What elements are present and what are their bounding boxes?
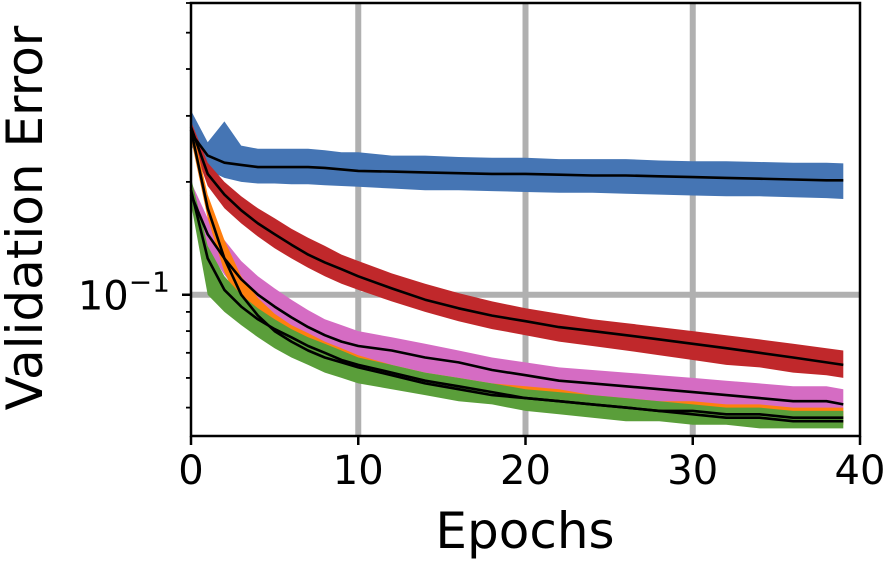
series-layer <box>189 110 844 429</box>
ticks: 0 10 20 30 40 10−1 <box>78 2 886 494</box>
series-mean-line-2 <box>189 194 844 406</box>
series-mean-line-1 <box>189 126 844 367</box>
series-band-2 <box>191 181 844 418</box>
y-axis-title: Validation Error <box>0 25 54 410</box>
series-mean-line-0 <box>189 132 844 182</box>
x-axis-title: Epochs <box>435 502 614 560</box>
x-tick-label-2: 20 <box>500 448 551 494</box>
x-tick-label-3: 30 <box>667 448 718 494</box>
x-tick-label-1: 10 <box>333 448 384 494</box>
series-band-0 <box>191 110 844 199</box>
series-mean-line-3 <box>189 129 844 420</box>
y-tick-label-0: 10−1 <box>78 266 170 320</box>
x-tick-label-4: 40 <box>835 448 886 494</box>
series-mean-line-4 <box>189 189 844 423</box>
series-band-1 <box>191 121 844 378</box>
x-tick-label-0: 0 <box>178 448 203 494</box>
